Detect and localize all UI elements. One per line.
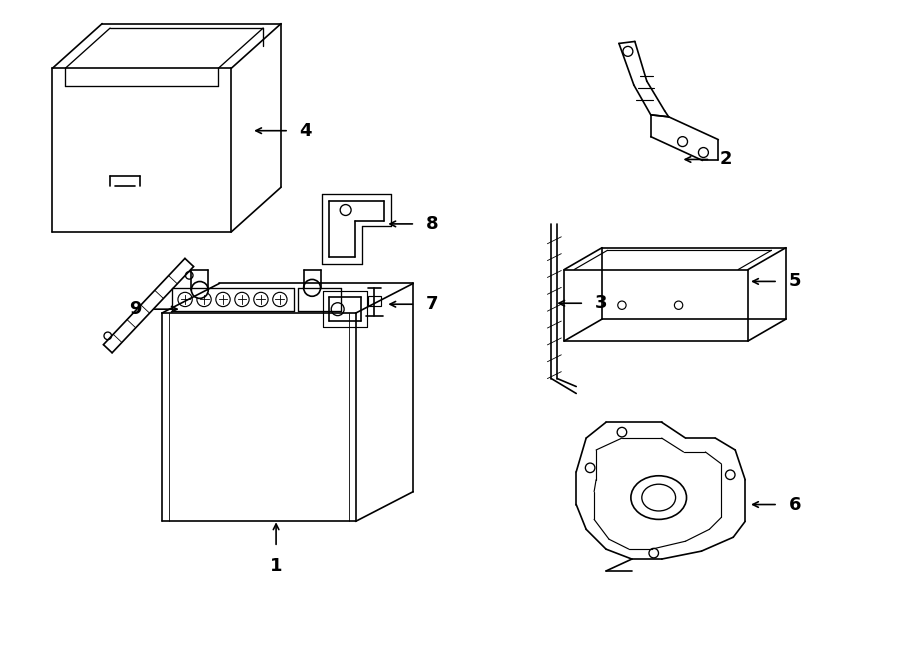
- Circle shape: [617, 428, 626, 437]
- Text: 5: 5: [788, 272, 801, 290]
- Text: 1: 1: [270, 557, 283, 575]
- Text: 4: 4: [300, 122, 312, 139]
- Circle shape: [303, 280, 320, 296]
- Circle shape: [725, 470, 735, 479]
- Text: 7: 7: [426, 295, 438, 313]
- Circle shape: [649, 549, 659, 558]
- Text: 2: 2: [720, 151, 733, 169]
- Circle shape: [185, 272, 193, 279]
- Text: 8: 8: [426, 215, 438, 233]
- Circle shape: [623, 46, 633, 56]
- Circle shape: [698, 147, 708, 157]
- Circle shape: [192, 282, 208, 298]
- Text: 6: 6: [788, 496, 801, 514]
- Circle shape: [340, 204, 351, 215]
- Text: 9: 9: [129, 300, 141, 318]
- Circle shape: [104, 332, 112, 340]
- Circle shape: [617, 301, 626, 309]
- Text: 3: 3: [595, 294, 608, 312]
- Circle shape: [331, 303, 344, 315]
- Circle shape: [585, 463, 595, 473]
- Circle shape: [678, 137, 688, 147]
- Circle shape: [674, 301, 683, 309]
